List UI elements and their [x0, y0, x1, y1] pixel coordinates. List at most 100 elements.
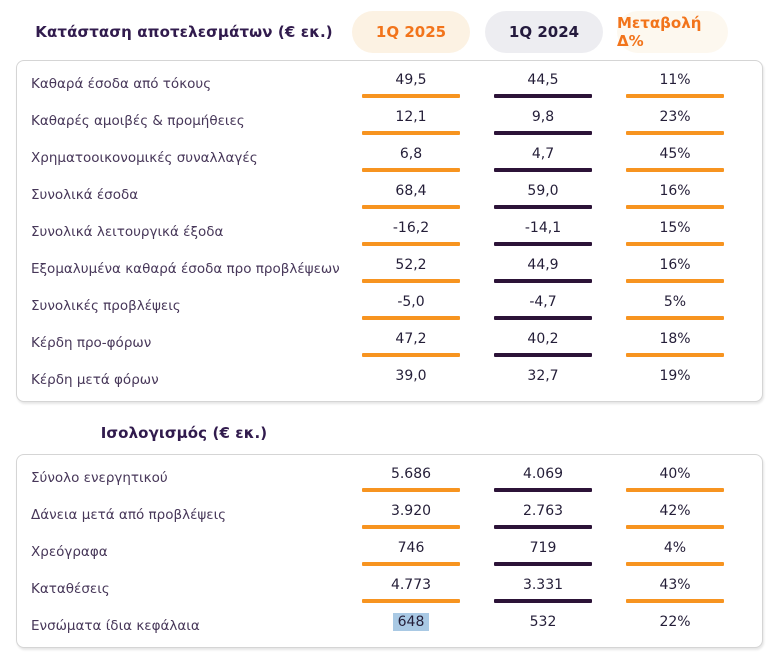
value-cell-change: 5%	[626, 287, 724, 324]
column-header-1q2025: 1Q 2025	[352, 11, 470, 53]
cell-value: 49,5	[395, 71, 427, 88]
value-underline-bar	[494, 168, 592, 172]
row-label: Χρεόγραφα	[31, 543, 108, 560]
cell-value: 4.069	[522, 465, 564, 482]
cell-value: 3.920	[390, 502, 432, 519]
value-cell-change: 19%	[626, 361, 724, 398]
column-gap	[592, 102, 626, 139]
column-gap	[592, 213, 626, 250]
value-cell-change: 23%	[626, 102, 724, 139]
table-row: Συνολικές προβλέψεις -5,0 -4,7 5%	[31, 287, 724, 324]
value-cell-q1_2024: 44,5	[494, 65, 592, 102]
value-underline-bar	[362, 316, 460, 320]
table-row: Χρηματοοικονομικές συναλλαγές 6,8 4,7 45%	[31, 139, 724, 176]
row-label: Συνολικά λειτουργικά έξοδα	[31, 223, 224, 240]
value-underline-bar	[362, 94, 460, 98]
column-gap	[592, 65, 626, 102]
value-underline-bar	[626, 131, 724, 135]
table-row: Δάνεια μετά από προβλέψεις 3.920 2.763 42%	[31, 496, 724, 533]
value-underline-bar	[626, 242, 724, 246]
value-underline-bar	[494, 279, 592, 283]
cell-value: 532	[529, 613, 557, 630]
column-gap	[592, 324, 626, 361]
column-gap	[592, 570, 626, 607]
cell-value: 5.686	[390, 465, 432, 482]
cell-value: 32,7	[527, 367, 559, 384]
column-gap	[592, 533, 626, 570]
value-underline-bar	[362, 168, 460, 172]
value-underline-bar	[626, 562, 724, 566]
value-cell-q1_2025: -5,0	[362, 287, 460, 324]
cell-value: 45%	[659, 145, 691, 162]
cell-value: 40,2	[527, 330, 559, 347]
column-gap	[592, 459, 626, 496]
cell-value: 18%	[659, 330, 691, 347]
value-cell-change: 4%	[626, 533, 724, 570]
cell-value: 746	[397, 539, 425, 556]
balance-sheet-title: Ισολογισμός (€ εκ.)	[100, 424, 268, 442]
highlighted-value: 648	[392, 612, 430, 631]
income-statement-title: Κατάσταση αποτελεσμάτων (€ εκ.)	[35, 23, 333, 41]
financial-results-page: Κατάσταση αποτελεσμάτων (€ εκ.) 1Q 2025 …	[0, 11, 780, 661]
cell-value: 68,4	[395, 182, 427, 199]
value-underline-bar	[626, 279, 724, 283]
column-gap	[460, 287, 494, 324]
column-gap	[592, 139, 626, 176]
column-gap	[592, 250, 626, 287]
cell-value: 44,5	[527, 71, 559, 88]
value-cell-q1_2025: 52,2	[362, 250, 460, 287]
column-gap	[460, 65, 494, 102]
value-cell-q1_2025: 49,5	[362, 65, 460, 102]
value-cell-change: 22%	[626, 607, 724, 644]
value-underline-bar	[494, 488, 592, 492]
value-underline-bar	[494, 131, 592, 135]
value-underline-bar	[362, 562, 460, 566]
value-underline-bar	[494, 525, 592, 529]
value-cell-q1_2024: 59,0	[494, 176, 592, 213]
value-cell-change: 42%	[626, 496, 724, 533]
balance-sheet-title-row: Ισολογισμός (€ εκ.)	[16, 421, 352, 445]
column-gap	[460, 361, 494, 398]
value-cell-q1_2025: 746	[362, 533, 460, 570]
value-underline-bar	[494, 316, 592, 320]
cell-value: 4,7	[531, 145, 555, 162]
value-underline-bar	[362, 279, 460, 283]
value-underline-bar	[362, 131, 460, 135]
value-underline-bar	[626, 488, 724, 492]
value-cell-q1_2025: 12,1	[362, 102, 460, 139]
column-gap	[460, 459, 494, 496]
value-underline-bar	[494, 599, 592, 603]
table-row: Συνολικά έσοδα 68,4 59,0 16%	[31, 176, 724, 213]
value-cell-change: 16%	[626, 250, 724, 287]
row-label: Σύνολο ενεργητικού	[31, 469, 168, 486]
income-statement-table: Καθαρά έσοδα από τόκους 49,5 44,5 11% Καθαρέ…	[16, 60, 763, 402]
value-cell-q1_2024: 44,9	[494, 250, 592, 287]
cell-value: 6,8	[399, 145, 423, 162]
column-gap	[592, 496, 626, 533]
value-underline-bar	[626, 205, 724, 209]
cell-value: 9,8	[531, 108, 555, 125]
value-cell-q1_2024: 32,7	[494, 361, 592, 398]
value-cell-q1_2024: 9,8	[494, 102, 592, 139]
cell-value: 23%	[659, 108, 691, 125]
cell-value: 42%	[659, 502, 691, 519]
table-row: Κέρδη προ-φόρων 47,2 40,2 18%	[31, 324, 724, 361]
cell-value: 719	[529, 539, 557, 556]
row-label: Συνολικές προβλέψεις	[31, 297, 181, 314]
row-label: Δάνεια μετά από προβλέψεις	[31, 506, 227, 523]
cell-value: 4%	[663, 539, 687, 556]
value-cell-q1_2025: 3.920	[362, 496, 460, 533]
row-label: Εξομαλυμένα καθαρά έσοδα προ προβλέψεων	[31, 260, 340, 277]
cell-value: 4.773	[390, 576, 432, 593]
value-cell-q1_2024: 4,7	[494, 139, 592, 176]
row-label: Χρηματοοικονομικές συναλλαγές	[31, 149, 258, 166]
value-underline-bar	[362, 488, 460, 492]
cell-value: 44,9	[527, 256, 559, 273]
column-gap	[460, 213, 494, 250]
balance-sheet-table: Σύνολο ενεργητικού 5.686 4.069 40% Δάνεια με…	[16, 454, 763, 648]
value-cell-q1_2024: 4.069	[494, 459, 592, 496]
value-underline-bar	[362, 599, 460, 603]
table-row: Ενσώματα ίδια κεφάλαια 648 532 22%	[31, 607, 724, 644]
table-row: Καθαρά έσοδα από τόκους 49,5 44,5 11%	[31, 65, 724, 102]
value-cell-q1_2025: 68,4	[362, 176, 460, 213]
